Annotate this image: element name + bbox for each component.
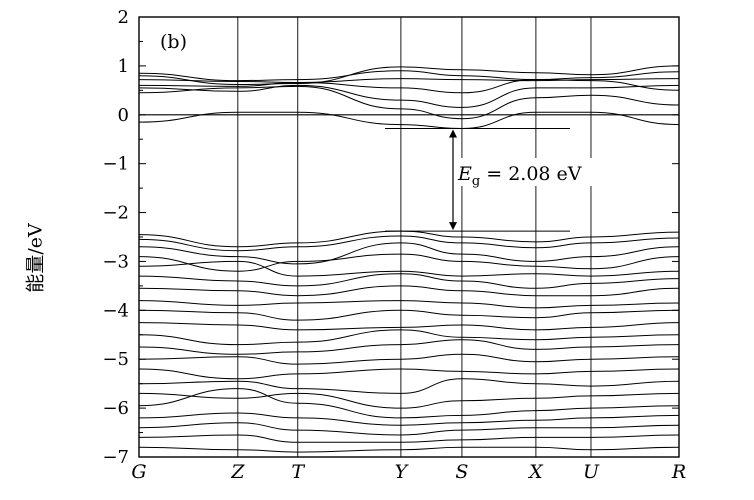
valence-band-13 xyxy=(138,353,680,365)
conduction-band-5 xyxy=(138,85,680,120)
conduction-band-3 xyxy=(138,65,680,86)
y-tick-label: 0 xyxy=(118,105,129,126)
conduction-band-7 xyxy=(138,79,680,94)
arrow-head-up xyxy=(449,129,457,138)
valence-band-8 xyxy=(138,300,680,309)
band-lines xyxy=(138,65,680,453)
k-point-label-T: T xyxy=(291,461,305,483)
band-gap-value: = 2.08 eV xyxy=(480,163,582,185)
y-axis-ticks: 2 1 0 −1 −2 −3 −4 −5 −6 −7 xyxy=(102,7,679,468)
valence-band-11 xyxy=(138,329,680,346)
k-point-label-X: X xyxy=(527,461,544,483)
valence-band-20 xyxy=(138,434,680,443)
y-tick-label: −3 xyxy=(102,251,129,272)
valence-band-10 xyxy=(138,322,680,331)
y-tick-label: −6 xyxy=(102,398,129,419)
valence-band-16 xyxy=(138,392,680,409)
conduction-band-4 xyxy=(138,84,680,108)
k-point-label-Y: Y xyxy=(395,461,410,483)
band-gap-annotation: Eg = 2.08 eV xyxy=(385,127,600,232)
y-tick-label: −1 xyxy=(102,154,129,175)
y-tick-label: −4 xyxy=(102,300,129,321)
valence-band-17 xyxy=(138,388,680,419)
k-point-label-U: U xyxy=(583,461,600,483)
conduction-band-2 xyxy=(138,70,680,82)
valence-band-4 xyxy=(138,253,680,272)
k-point-label-R: R xyxy=(671,461,686,483)
band-gap-label-bg xyxy=(455,158,600,186)
valence-band-14 xyxy=(138,368,680,380)
panel-label: (b) xyxy=(160,31,187,53)
valence-band-3 xyxy=(138,242,680,265)
valence-band-21 xyxy=(138,446,680,453)
k-point-label-S: S xyxy=(455,461,468,483)
y-tick-label: −5 xyxy=(102,349,129,370)
valence-band-12 xyxy=(138,339,680,355)
valence-band-2 xyxy=(138,235,680,252)
arrow-head-down xyxy=(449,222,457,231)
k-point-label-Z: Z xyxy=(230,461,245,483)
valence-band-15 xyxy=(138,378,680,394)
y-tick-label: 1 xyxy=(118,56,129,77)
valence-band-18 xyxy=(138,412,680,426)
valence-band-19 xyxy=(138,422,680,436)
k-point-label-G: G xyxy=(131,461,146,483)
y-tick-label: −2 xyxy=(102,203,129,224)
band-gap-subscript: g xyxy=(472,174,480,189)
band-gap-symbol: E xyxy=(457,163,472,185)
valence-band-1 xyxy=(138,230,680,248)
conduction-band-1 xyxy=(138,78,680,84)
valence-band-9 xyxy=(138,309,680,321)
valence-band-6 xyxy=(138,273,680,289)
y-tick-label: 2 xyxy=(118,7,129,28)
band-gap-label: Eg = 2.08 eV xyxy=(457,163,582,189)
y-tick-label: −7 xyxy=(102,447,129,468)
valence-band-7 xyxy=(138,285,680,297)
conduction-band-6 xyxy=(138,111,680,130)
valence-band-5 xyxy=(138,260,680,277)
